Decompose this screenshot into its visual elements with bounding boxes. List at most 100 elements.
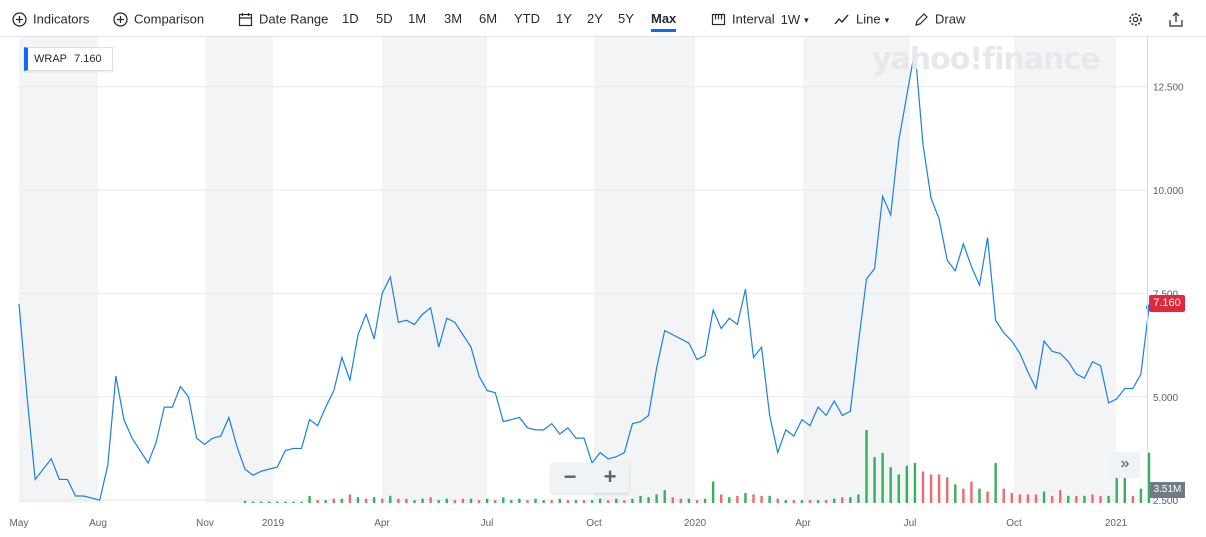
volume-bar: [623, 500, 626, 503]
zoom-controls: − +: [551, 463, 629, 493]
volume-bar: [671, 497, 674, 503]
volume-bar: [1034, 494, 1038, 503]
range-6m-button[interactable]: 6M: [479, 11, 498, 26]
settings-button[interactable]: [1128, 9, 1149, 31]
volume-bar: [808, 500, 812, 503]
volume-bar: [461, 498, 465, 503]
interval-button[interactable]: Interval 1W ▾: [711, 9, 809, 31]
volume-bar: [816, 500, 820, 503]
y-tick-label: 12.500: [1153, 83, 1184, 94]
volume-bar: [607, 500, 610, 503]
zoom-in-button[interactable]: +: [603, 464, 617, 489]
volume-bar: [720, 494, 723, 503]
volume-bar: [1091, 494, 1094, 503]
volume-bar: [833, 498, 836, 503]
expand-button[interactable]: »: [1110, 452, 1140, 478]
volume-bar: [978, 488, 981, 503]
range-1m-button[interactable]: 1M: [408, 11, 427, 26]
symbol-legend[interactable]: WRAP 7.160: [24, 47, 113, 71]
volume-bar: [1131, 495, 1135, 503]
interval-label: Interval: [732, 11, 775, 27]
volume-bar: [970, 481, 973, 503]
volume-bar: [800, 500, 804, 503]
volume-bar: [550, 500, 553, 503]
pencil-icon: [914, 12, 929, 27]
volume-bar: [792, 500, 796, 503]
volume-bar: [397, 498, 400, 503]
period-band: [382, 37, 487, 503]
x-tick-label: Apr: [374, 518, 390, 529]
share-icon: [1169, 12, 1183, 27]
draw-button[interactable]: Draw: [914, 9, 965, 31]
range-ytd-button[interactable]: YTD: [514, 11, 540, 26]
x-tick-label: Oct: [1006, 518, 1022, 529]
volume-bar: [598, 498, 602, 503]
y-tick-label: 10.000: [1153, 186, 1184, 197]
volume-bar: [300, 501, 303, 503]
volume-bar: [469, 498, 473, 503]
x-tick-label: Apr: [795, 518, 811, 529]
volume-bar: [268, 501, 271, 503]
range-3m-button[interactable]: 3M: [444, 11, 463, 26]
symbol-name: WRAP: [34, 53, 67, 65]
period-band: [594, 37, 695, 503]
volume-bar: [445, 498, 448, 503]
gear-icon: [1128, 12, 1143, 27]
volume-bar: [679, 498, 683, 503]
volume-bar: [881, 452, 884, 503]
volume-bar: [566, 500, 570, 503]
volume-bar: [1067, 495, 1070, 503]
range-1d-button[interactable]: 1D: [342, 11, 359, 26]
volume-bar: [453, 500, 457, 503]
volume-bar: [582, 500, 586, 503]
volume-bar: [615, 498, 618, 503]
volume-bar: [687, 498, 691, 503]
range-2y-button[interactable]: 2Y: [587, 11, 603, 26]
volume-bar: [1115, 470, 1118, 503]
volume-bar: [494, 500, 497, 503]
volume-bar: [768, 495, 771, 503]
last-price-tag: 7.160: [1149, 295, 1185, 312]
volume-bar: [865, 430, 868, 503]
x-tick-label: Jul: [904, 518, 917, 529]
volume-bar: [259, 501, 263, 503]
symbol-value: 7.160: [74, 53, 102, 65]
comparison-label: Comparison: [134, 11, 205, 27]
volume-bar: [405, 498, 408, 503]
volume-bar: [954, 484, 957, 503]
x-tick-label: Jul: [481, 518, 494, 529]
volume-bar: [905, 465, 909, 503]
x-tick-label: Oct: [586, 518, 602, 529]
comparison-button[interactable]: Comparison: [113, 9, 204, 31]
chevron-down-icon: ▾: [884, 14, 890, 25]
volume-bar: [485, 498, 489, 503]
volume-bar: [913, 462, 917, 503]
volume-bar: [824, 500, 828, 503]
indicators-button[interactable]: Indicators: [12, 9, 89, 31]
period-band: [205, 37, 273, 503]
volume-bar: [1107, 495, 1110, 503]
range-max-button[interactable]: Max: [651, 9, 677, 32]
range-5d-button[interactable]: 5D: [376, 11, 393, 26]
x-tick-label: Nov: [196, 518, 214, 529]
volume-bar: [574, 500, 578, 503]
zoom-out-button[interactable]: −: [563, 464, 577, 489]
volume-bar: [429, 497, 432, 503]
volume-bar: [889, 467, 892, 503]
chart-type-button[interactable]: Line ▾: [834, 9, 889, 31]
volume-bar: [332, 498, 335, 503]
share-button[interactable]: [1169, 9, 1189, 31]
price-chart[interactable]: 2.500 5.000 7.500 10.000 12.500 May Aug Nov 201…: [0, 37, 1206, 537]
volume-bar: [655, 494, 658, 503]
volume-bar: [1139, 488, 1143, 503]
volume-bar: [372, 497, 376, 503]
range-1y-button[interactable]: 1Y: [556, 11, 572, 26]
volume-bar: [542, 500, 545, 503]
volume-bar: [1099, 495, 1102, 503]
volume-bar: [502, 497, 505, 503]
range-5y-button[interactable]: 5Y: [618, 11, 634, 26]
volume-bar: [784, 500, 787, 503]
volume-bar: [760, 495, 763, 503]
date-range-button[interactable]: Date Range: [238, 9, 328, 31]
volume-bar: [590, 500, 594, 503]
